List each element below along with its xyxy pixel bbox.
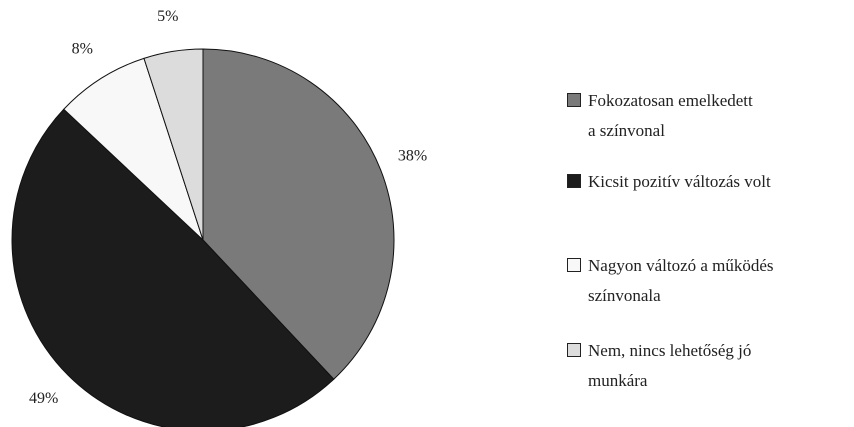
- pie-slice: [11, 108, 335, 427]
- legend-label: Nagyon változó a működés színvonala: [588, 256, 774, 305]
- legend-label: Kicsit pozitív változás volt: [588, 172, 771, 191]
- legend-label: Nem, nincs lehetőség jó munkára: [588, 341, 752, 390]
- legend-swatch: [567, 343, 581, 357]
- data-label: 8%: [72, 40, 93, 57]
- legend-item: Kicsit pozitív változás volt: [567, 167, 771, 197]
- pie-slice: [63, 57, 204, 241]
- legend-label: Fokozatosan emelkedett a színvonal: [588, 91, 753, 140]
- legend-swatch: [567, 258, 581, 272]
- legend-item: Nagyon változó a működés színvonala: [567, 251, 774, 311]
- data-label: 49%: [29, 390, 58, 407]
- legend-swatch: [567, 93, 581, 107]
- legend-item: Fokozatosan emelkedett a színvonal: [567, 86, 753, 146]
- pie-slice: [143, 48, 204, 241]
- pie-slice: [202, 48, 395, 380]
- data-label: 38%: [398, 148, 427, 165]
- legend-swatch: [567, 174, 581, 188]
- legend-item: Nem, nincs lehetőség jó munkára: [567, 336, 751, 396]
- data-label: 5%: [157, 8, 178, 25]
